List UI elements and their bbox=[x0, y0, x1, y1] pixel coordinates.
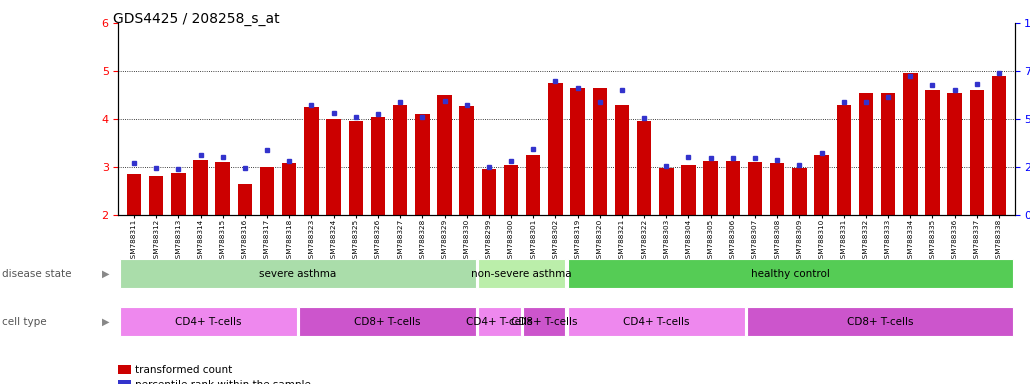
Text: CD8+ T-cells: CD8+ T-cells bbox=[511, 316, 578, 327]
Text: CD4+ T-cells: CD4+ T-cells bbox=[175, 316, 241, 327]
Text: cell type: cell type bbox=[2, 316, 46, 327]
Text: CD8+ T-cells: CD8+ T-cells bbox=[354, 316, 420, 327]
Bar bbox=[881, 93, 895, 215]
Bar bbox=[119, 307, 297, 336]
Bar bbox=[348, 121, 363, 215]
Bar bbox=[282, 163, 297, 215]
Text: transformed count: transformed count bbox=[135, 364, 232, 375]
Bar bbox=[194, 160, 208, 215]
Bar bbox=[260, 167, 274, 215]
Bar bbox=[238, 184, 252, 215]
Text: CD4+ T-cells: CD4+ T-cells bbox=[466, 316, 533, 327]
Bar bbox=[568, 259, 1014, 288]
Text: healthy control: healthy control bbox=[751, 268, 830, 279]
Text: ▶: ▶ bbox=[102, 316, 110, 327]
Text: non-severe asthma: non-severe asthma bbox=[472, 268, 572, 279]
Bar bbox=[127, 174, 141, 215]
Bar bbox=[371, 117, 385, 215]
Bar bbox=[504, 165, 518, 215]
Bar bbox=[171, 173, 185, 215]
Bar bbox=[478, 307, 520, 336]
Bar bbox=[438, 95, 452, 215]
Bar bbox=[747, 307, 1014, 336]
Bar bbox=[299, 307, 476, 336]
Bar bbox=[748, 162, 762, 215]
Bar bbox=[659, 168, 674, 215]
Bar bbox=[415, 114, 430, 215]
Bar bbox=[392, 104, 407, 215]
Bar bbox=[992, 76, 1006, 215]
Text: percentile rank within the sample: percentile rank within the sample bbox=[135, 380, 311, 384]
Bar bbox=[903, 73, 918, 215]
Bar bbox=[792, 168, 806, 215]
Text: severe asthma: severe asthma bbox=[260, 268, 336, 279]
Bar bbox=[304, 107, 318, 215]
Bar bbox=[523, 307, 565, 336]
Text: GDS4425 / 208258_s_at: GDS4425 / 208258_s_at bbox=[113, 12, 280, 25]
Bar bbox=[149, 176, 164, 215]
Bar bbox=[327, 119, 341, 215]
Bar bbox=[815, 155, 829, 215]
Text: ▶: ▶ bbox=[102, 268, 110, 279]
Bar bbox=[948, 93, 962, 215]
Bar bbox=[215, 162, 230, 215]
Bar bbox=[482, 169, 496, 215]
Bar bbox=[637, 121, 651, 215]
Bar bbox=[526, 155, 541, 215]
Bar bbox=[859, 93, 873, 215]
Bar bbox=[770, 163, 785, 215]
Bar bbox=[119, 259, 476, 288]
Bar bbox=[925, 90, 939, 215]
Bar bbox=[615, 104, 629, 215]
Bar bbox=[478, 259, 565, 288]
Bar bbox=[681, 165, 695, 215]
Bar bbox=[571, 88, 585, 215]
Text: disease state: disease state bbox=[2, 268, 71, 279]
Bar bbox=[592, 88, 607, 215]
Text: CD4+ T-cells: CD4+ T-cells bbox=[623, 316, 689, 327]
Bar bbox=[548, 83, 562, 215]
Bar bbox=[703, 161, 718, 215]
Bar bbox=[568, 307, 745, 336]
Bar bbox=[726, 161, 741, 215]
Bar bbox=[969, 90, 984, 215]
Text: CD8+ T-cells: CD8+ T-cells bbox=[847, 316, 914, 327]
Bar bbox=[459, 106, 474, 215]
Bar bbox=[836, 104, 851, 215]
